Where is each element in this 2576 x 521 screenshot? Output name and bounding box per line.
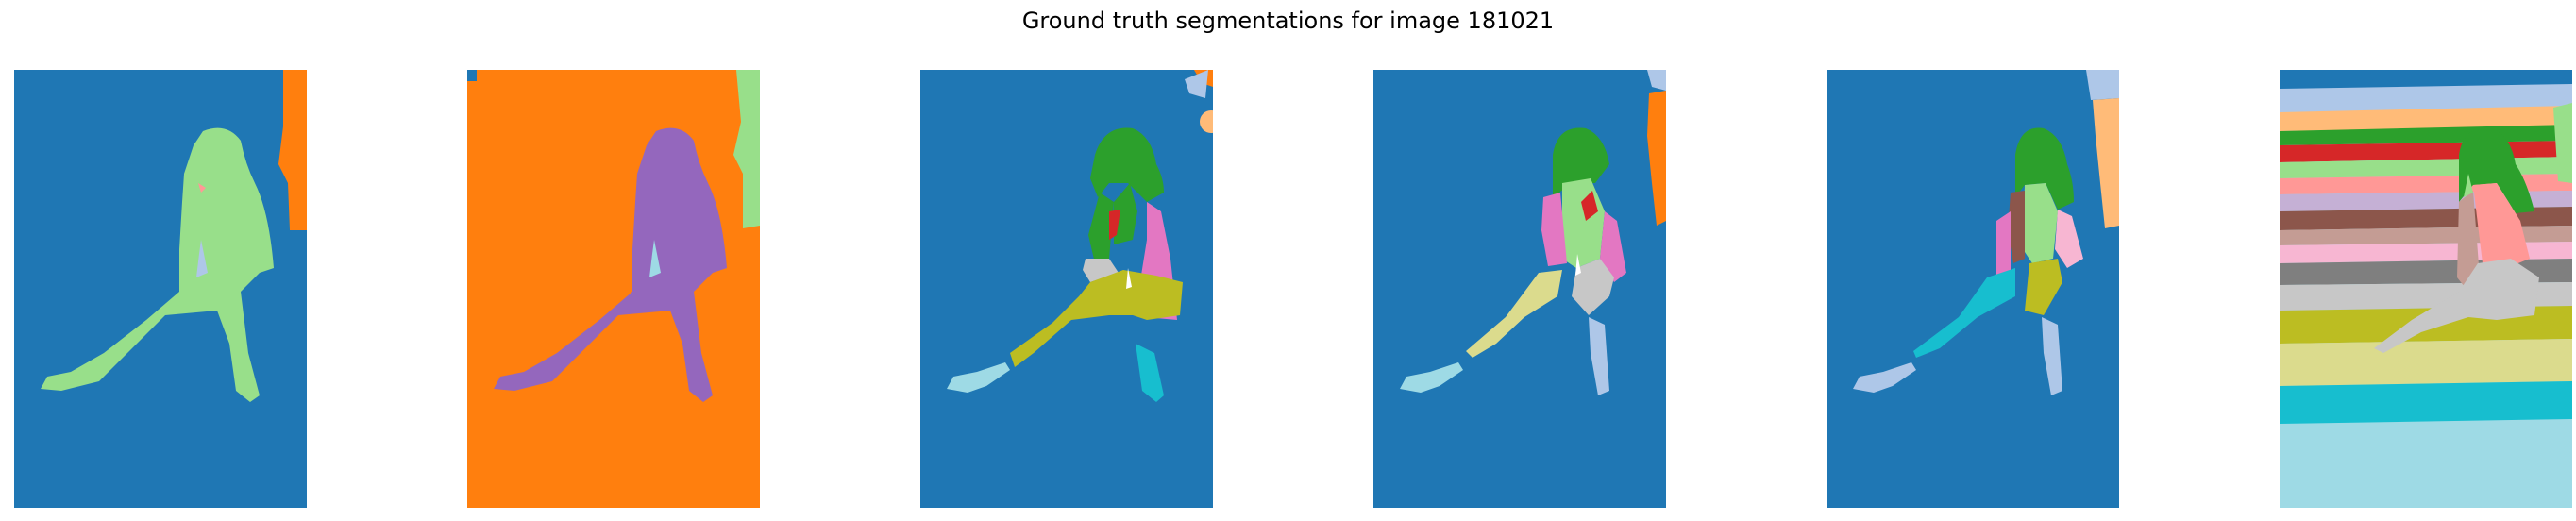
- segmentation-map-6: [2280, 70, 2572, 508]
- segmentation-map-3: [920, 70, 1213, 508]
- segmentation-panel-5: [1827, 70, 2119, 508]
- segmentation-map-2: [467, 70, 760, 508]
- figure-title: Ground truth segmentations for image 181…: [1021, 8, 1555, 34]
- segmentation-map-1: [14, 70, 307, 508]
- segmentation-map-4: [1373, 70, 1666, 508]
- segmentation-panel-4: [1373, 70, 1666, 508]
- segmentation-panel-1: [14, 70, 307, 508]
- segmentation-panel-6: [2280, 70, 2572, 508]
- segmentation-map-5: [1827, 70, 2119, 508]
- segmentation-panel-3: [920, 70, 1213, 508]
- segmentation-panel-2: [467, 70, 760, 508]
